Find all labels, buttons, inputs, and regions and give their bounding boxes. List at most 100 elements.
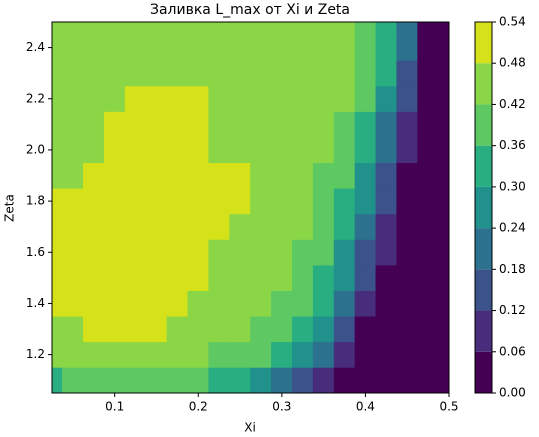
contour-cell: [62, 162, 84, 189]
contour-cell: [166, 136, 189, 164]
contour-cell: [83, 315, 105, 343]
contour-cell: [438, 188, 450, 215]
contour-cell: [103, 111, 126, 138]
contour-cell: [438, 290, 450, 317]
contour-cell: [229, 315, 251, 343]
contour-cell: [312, 264, 335, 291]
contour-cell: [438, 264, 450, 291]
contour-cell: [62, 60, 84, 87]
contour-cell: [208, 290, 230, 317]
contour-cell: [103, 239, 126, 266]
contour-cell: [291, 21, 314, 36]
contour-cell: [291, 111, 314, 138]
contour-cell: [354, 290, 377, 317]
contour-cell: [271, 60, 293, 87]
contour-cell: [312, 290, 335, 317]
plot-frame: [51, 21, 450, 394]
contour-cell: [250, 213, 272, 240]
contour-cell: [438, 213, 450, 240]
contour-cell: [417, 21, 439, 36]
colorbar-band: [475, 104, 492, 146]
contour-cell: [312, 367, 335, 394]
contour-cell: [51, 188, 63, 215]
contour-cell: [291, 290, 314, 317]
contour-cell: [229, 341, 251, 368]
contour-cell: [229, 60, 251, 87]
contour-cell: [103, 34, 126, 61]
contour-cell: [187, 85, 210, 112]
contour-cell: [187, 60, 210, 87]
contour-cell: [51, 264, 63, 291]
contour-cell: [62, 213, 84, 240]
contour-cell: [124, 367, 147, 394]
contour-cell: [354, 21, 377, 36]
colorbar-band: [475, 310, 492, 352]
contour-cell: [124, 188, 147, 215]
x-tick-label: 0.1: [105, 400, 124, 414]
x-tick-label: 0.4: [356, 400, 375, 414]
contour-cell: [103, 136, 126, 164]
contour-cell: [229, 111, 251, 138]
contour-cell: [62, 188, 84, 215]
contour-cell: [417, 341, 439, 368]
contour-cell: [396, 85, 418, 112]
contour-cell: [312, 136, 335, 164]
colorbar-band: [475, 351, 492, 393]
contour-cell: [333, 85, 356, 112]
contour-cell: [250, 111, 272, 138]
contour-cell: [51, 21, 63, 36]
contour-cell: [396, 34, 418, 61]
contour-cell: [250, 136, 272, 164]
contour-cell: [229, 213, 251, 240]
contour-cell: [333, 367, 356, 394]
contour-cell: [312, 315, 335, 343]
contour-cell: [250, 85, 272, 112]
contour-cell: [166, 162, 189, 189]
contour-cell: [187, 341, 210, 368]
contour-cell: [187, 315, 210, 343]
contour-cell: [166, 290, 189, 317]
contour-cell: [354, 60, 377, 87]
contour-cell: [187, 213, 210, 240]
contour-cell: [375, 34, 398, 61]
contour-cell: [62, 21, 84, 36]
contour-cell: [312, 60, 335, 87]
contour-cell: [208, 264, 230, 291]
contour-cell: [208, 60, 230, 87]
contour-cell: [333, 239, 356, 266]
contour-cell: [271, 367, 293, 394]
contour-cell: [438, 315, 450, 343]
y-tick-label: 2.0: [26, 142, 45, 156]
contour-cell: [250, 34, 272, 61]
contour-cell: [354, 111, 377, 138]
contour-cell: [166, 21, 189, 36]
contour-cell: [271, 315, 293, 343]
contour-cell: [396, 111, 418, 138]
contour-cell: [396, 21, 418, 36]
contour-cell: [354, 315, 377, 343]
y-tick-label: 2.4: [26, 40, 45, 54]
contour-cell: [291, 85, 314, 112]
contour-cell: [187, 21, 210, 36]
contour-cell: [438, 34, 450, 61]
contour-cell: [333, 290, 356, 317]
contour-cell: [417, 213, 439, 240]
colorbar-tick-label: 0.30: [499, 179, 526, 193]
contour-cell: [291, 34, 314, 61]
contour-cell: [375, 290, 398, 317]
colorbar-band: [475, 145, 492, 187]
contour-cell: [312, 162, 335, 189]
contour-cell: [62, 136, 84, 164]
contour-cell: [166, 60, 189, 87]
contour-cell: [333, 264, 356, 291]
contour-cell: [124, 111, 147, 138]
contour-cell: [291, 188, 314, 215]
contour-cell: [208, 111, 230, 138]
y-tick-label: 1.6: [26, 245, 45, 259]
contour-cell: [62, 264, 84, 291]
contour-cell: [124, 239, 147, 266]
colorbar-band: [475, 63, 492, 105]
contour-cell: [375, 239, 398, 266]
y-axis-label: Zeta: [3, 194, 17, 222]
